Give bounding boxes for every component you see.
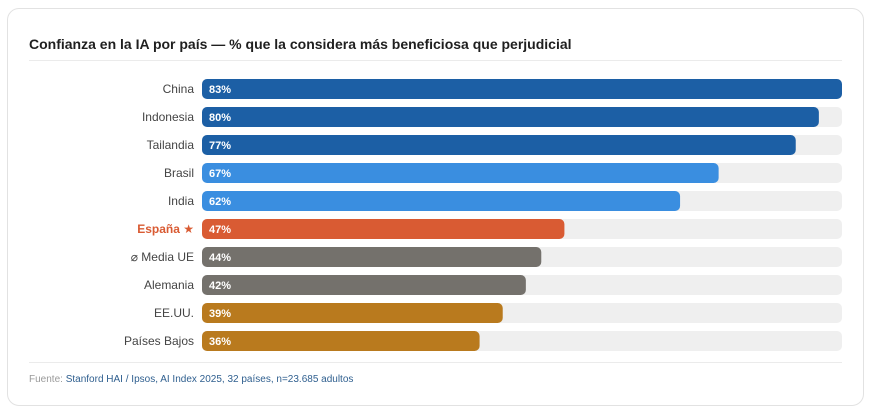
title-divider (29, 60, 842, 61)
category-label: Países Bajos (124, 334, 194, 348)
source-divider (29, 362, 842, 363)
value-label: 62% (209, 196, 231, 208)
bar (202, 107, 819, 127)
category-label: China (163, 82, 195, 96)
value-label: 42% (209, 280, 231, 292)
value-label: 36% (209, 336, 231, 348)
bar (202, 79, 842, 99)
source-text: Stanford HAI / Ipsos, AI Index 2025, 32 … (65, 374, 354, 385)
category-label: India (168, 194, 194, 208)
category-label: EE.UU. (154, 306, 194, 320)
category-label: Brasil (164, 166, 194, 180)
value-label: 47% (209, 224, 231, 236)
bar (202, 135, 796, 155)
value-label: 83% (209, 84, 231, 96)
source-note: Fuente: Stanford HAI / Ipsos, AI Index 2… (29, 374, 353, 385)
bar (202, 303, 503, 323)
category-label: España ★ (137, 222, 194, 236)
value-label: 44% (209, 252, 231, 264)
value-label: 67% (209, 168, 231, 180)
bar (202, 163, 719, 183)
bar (202, 219, 565, 239)
chart-title: Confianza en la IA por país — % que la c… (29, 36, 572, 52)
bar (202, 247, 542, 267)
value-label: 39% (209, 308, 231, 320)
value-label: 80% (209, 112, 231, 124)
bar (202, 275, 526, 295)
bar-chart: China 83% Indonesia 80% Tailandia 77% Brasil 67… (124, 79, 842, 351)
source-label: Fuente: (29, 374, 63, 385)
bar (202, 331, 480, 351)
category-label: Tailandia (147, 138, 195, 152)
category-label: ⌀ Media UE (131, 250, 194, 264)
category-label: Alemania (144, 278, 194, 292)
bar (202, 191, 681, 211)
chart-card: Confianza en la IA por país — % que la c… (7, 8, 864, 406)
category-label: Indonesia (142, 110, 194, 124)
value-label: 77% (209, 140, 231, 152)
